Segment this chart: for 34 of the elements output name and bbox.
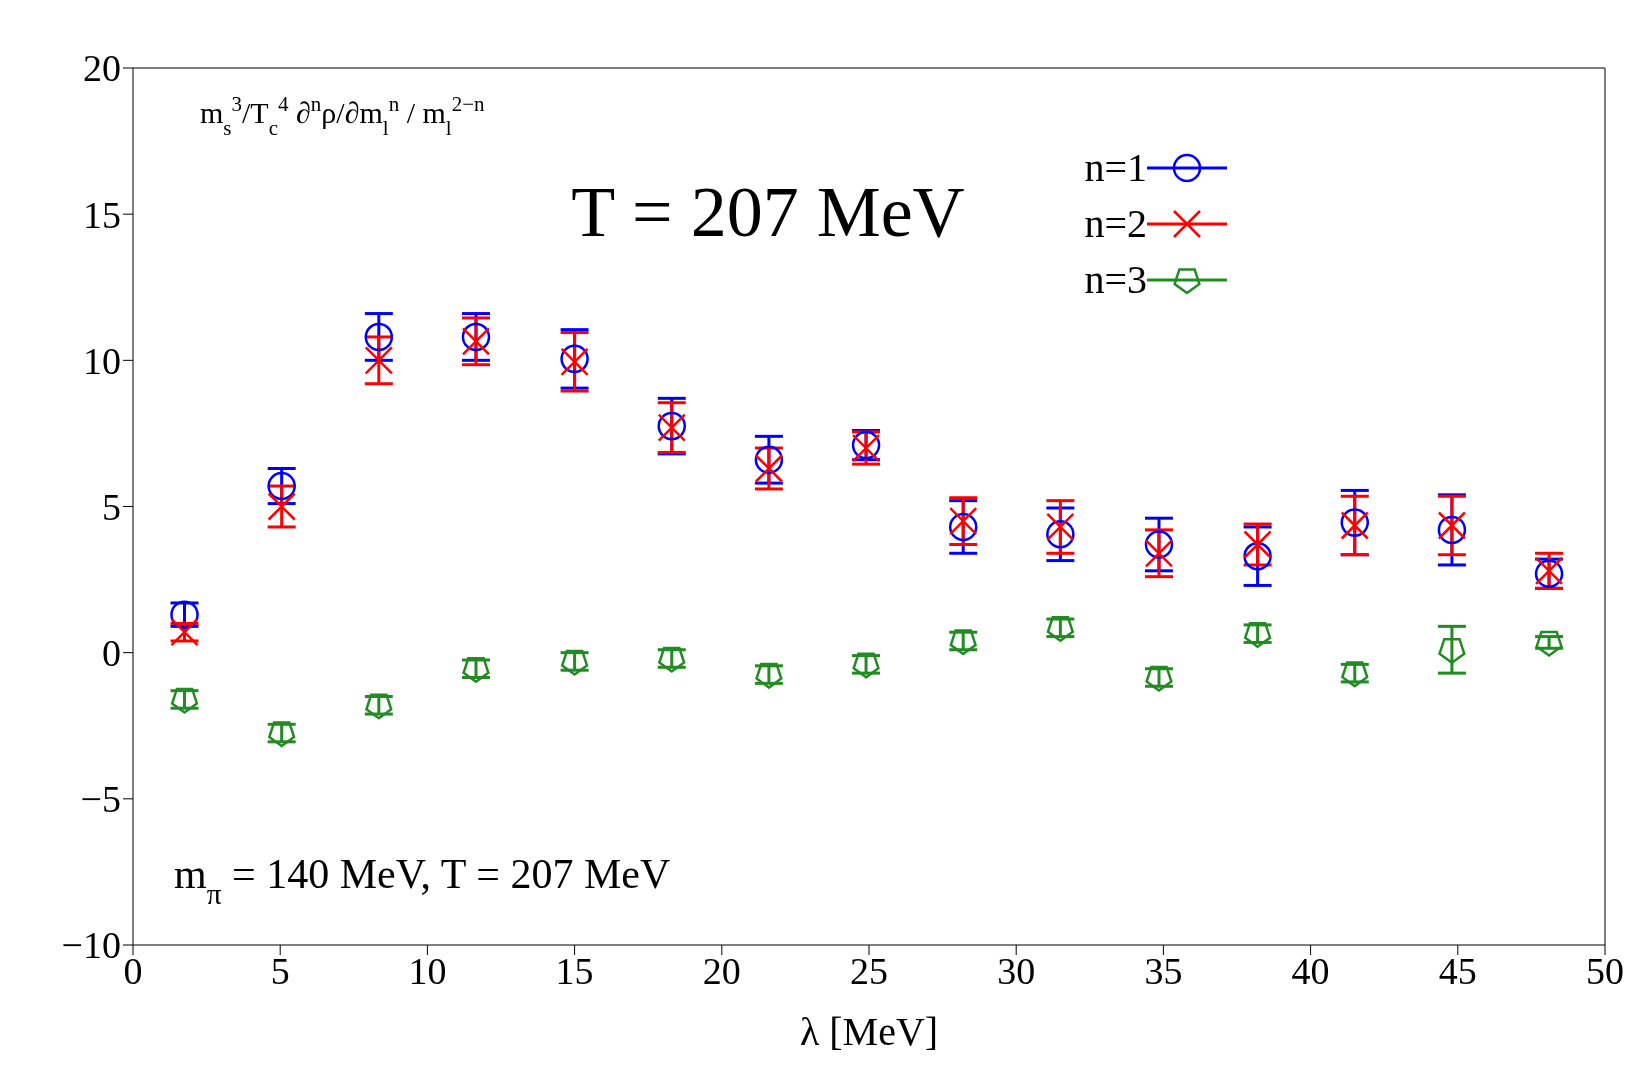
legend-label: n=1 (1084, 145, 1147, 190)
point (948, 506, 978, 536)
x-tick-label: 30 (997, 949, 1036, 992)
point (1046, 512, 1075, 542)
point (267, 492, 296, 521)
x-tick-label: 10 (408, 949, 447, 992)
x-tick-label: 40 (1291, 949, 1330, 992)
point (1243, 530, 1272, 559)
x-tick-label: 45 (1438, 949, 1477, 992)
annotation: m$_{π}$ = 140 MeV, T = 207 MeV (174, 851, 671, 910)
point (364, 322, 394, 352)
x-tick-label: 15 (555, 949, 594, 992)
y-tick-label: 5 (102, 485, 121, 528)
x-tick-label: 20 (702, 949, 741, 992)
point (1535, 630, 1563, 657)
x-tick-label: 50 (1586, 949, 1624, 992)
point (1438, 637, 1466, 664)
y-tick-label: −10 (61, 924, 121, 967)
legend-label: n=2 (1084, 201, 1147, 246)
text: T = 207 MeV (571, 172, 965, 252)
y-tick-label: −5 (80, 778, 121, 821)
legend-label: n=3 (1084, 257, 1147, 302)
point (754, 454, 784, 483)
y-tick-label: 10 (83, 339, 121, 382)
x-tick-label: 35 (1144, 949, 1183, 992)
x-axis-title: λ [MeV] (799, 1009, 939, 1054)
y-tick-label: 0 (102, 632, 121, 675)
point (1144, 539, 1174, 568)
point (364, 346, 394, 375)
x-tick-label: 5 (270, 949, 290, 992)
point (267, 471, 296, 501)
y-tick-label: 20 (83, 47, 121, 90)
x-tick-label: 25 (850, 949, 888, 992)
y-tick-label: 15 (83, 193, 121, 236)
